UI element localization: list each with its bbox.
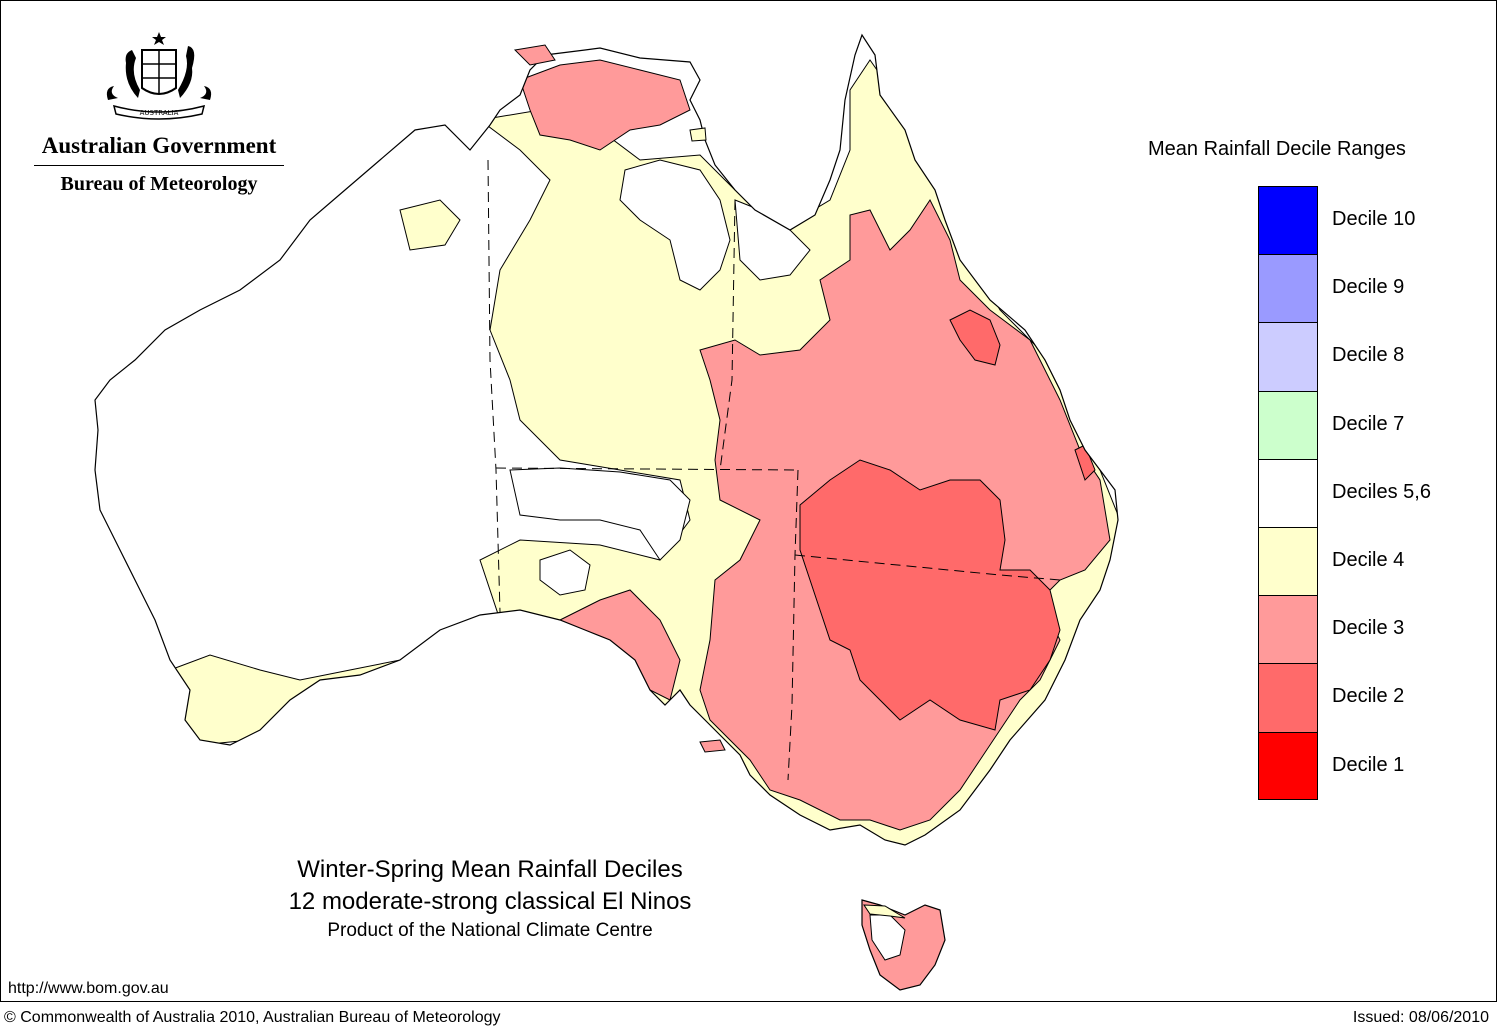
tasmania-decile-4 (863, 904, 906, 919)
mainland-coastline (94, 33, 1119, 846)
map-subtitle: 12 moderate-strong classical El Ninos (288, 888, 692, 915)
legend-swatch (1258, 663, 1318, 732)
legend-label: Decile 2 (1332, 685, 1405, 708)
organisation-name: Australian Government (41, 133, 277, 158)
region-deciles-56-nt (619, 159, 731, 291)
issued-date: Issued: 08/06/2010 (1352, 1009, 1489, 1026)
region-decile-2-inland (799, 459, 1061, 731)
legend-title: Mean Rainfall Decile Ranges (1148, 138, 1406, 160)
legend-label: Decile 10 (1332, 208, 1416, 230)
region-decile-4-kimberley (399, 199, 461, 251)
legend-label: Decile 4 (1332, 548, 1405, 571)
legend-swatch (1258, 186, 1318, 255)
kangaroo-island (699, 739, 726, 753)
legend-label: Decile 1 (1332, 753, 1405, 776)
legend-swatch (1258, 322, 1318, 391)
agency-name: Bureau of Meteorology (60, 173, 258, 195)
groote-island (689, 127, 707, 142)
copyright-notice: © Commonwealth of Australia 2010, Austra… (4, 1009, 501, 1026)
map-title-block: Winter-Spring Mean Rainfall Deciles 12 m… (240, 855, 740, 943)
legend-swatch (1258, 731, 1318, 800)
region-decile-2-queensland (949, 309, 1001, 366)
melville-island (513, 44, 556, 66)
website-link[interactable]: http://www.bom.gov.au (8, 980, 169, 997)
logo-divider (34, 165, 284, 166)
region-decile-3-gulf (519, 59, 691, 151)
legend-label: Decile 3 (1332, 617, 1405, 640)
legend-label: Deciles 5,6 (1332, 480, 1431, 503)
map-title: Winter-Spring Mean Rainfall Deciles (297, 856, 683, 883)
state-borders (487, 159, 1061, 781)
region-deciles-56-sa-hole (539, 549, 591, 596)
legend-swatch (1258, 390, 1318, 459)
region-decile-2-coast (1074, 444, 1096, 481)
legend-swatch (1258, 595, 1318, 664)
crest-motto: AUSTRALIA (140, 109, 179, 117)
legend-swatch (1258, 458, 1318, 527)
government-logo: AUSTRALIA Australian Government Bureau o… (28, 28, 290, 196)
legend-swatch (1258, 526, 1318, 596)
product-line: Product of the National Climate Centre (327, 920, 653, 941)
legend-label: Decile 8 (1332, 344, 1405, 367)
coat-of-arms-icon: AUSTRALIA (106, 32, 212, 120)
legend-label: Decile 9 (1332, 276, 1405, 299)
legend-swatch (1258, 254, 1318, 323)
region-deciles-56-center (509, 467, 691, 561)
legend-label: Decile 7 (1332, 412, 1405, 435)
